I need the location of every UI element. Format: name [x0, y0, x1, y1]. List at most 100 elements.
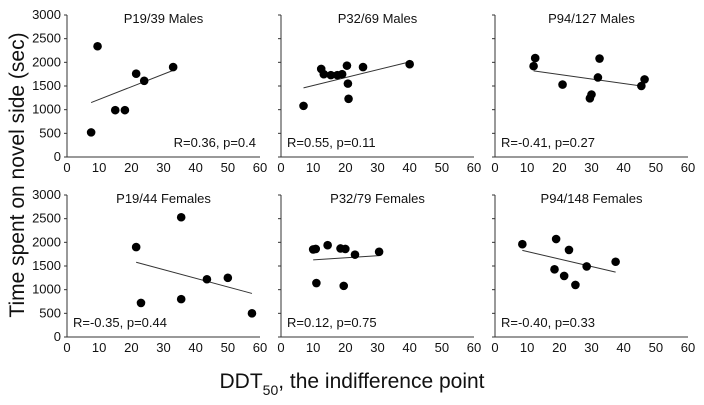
x-tick-label: 60	[467, 340, 481, 355]
panel-title: P19/44 Females	[116, 191, 211, 206]
data-point	[611, 257, 620, 267]
stats-annotation: R=0.55, p=0.11	[287, 135, 376, 150]
data-point	[637, 81, 646, 91]
x-tick-label: 10	[306, 340, 320, 355]
x-tick-label: 30	[156, 160, 170, 175]
y-tick-label: 3000	[32, 7, 61, 22]
scatter-panel-1: 0 500 1000 1500 2000 2500 3000 0 10 20 30 40 50 60 P19…	[32, 7, 267, 175]
scatter-panel-4: 0 500 1000 1500 2000 2500 3000 0 10 20 30 40 50 60 P19…	[32, 187, 267, 355]
data-point	[247, 309, 257, 318]
data-point	[176, 294, 186, 304]
x-tick-label: 60	[253, 340, 267, 355]
x-tick-label: 30	[370, 160, 384, 175]
x-tick-label: 10	[92, 160, 106, 175]
stats-annotation: R=-0.40, p=0.33	[501, 315, 595, 330]
data-point	[595, 54, 604, 63]
data-point	[587, 90, 596, 99]
data-point	[530, 53, 540, 63]
scatter-panel-6: 0 10 20 30 40 50 60 P94/148 Females R=-0.40, p=0…	[491, 191, 695, 355]
data-point	[640, 75, 649, 84]
data-point	[571, 280, 580, 290]
data-point	[343, 79, 353, 88]
data-point	[139, 76, 149, 86]
x-tick-label: 60	[253, 160, 267, 175]
y-tick-label: 500	[39, 125, 61, 140]
regression-line	[303, 61, 410, 89]
x-tick-label: 20	[338, 340, 352, 355]
y-tick-label: 0	[54, 329, 61, 344]
data-point	[323, 240, 332, 250]
data-point	[558, 80, 567, 89]
x-tick-label: 0	[277, 160, 284, 175]
data-point	[337, 69, 347, 79]
data-point	[326, 70, 336, 80]
stats-annotation: R=0.12, p=0.75	[287, 315, 377, 330]
data-point	[339, 281, 349, 291]
panel-title: P32/69 Males	[338, 11, 418, 26]
x-tick-label: 30	[156, 340, 170, 355]
data-point	[86, 128, 96, 137]
y-tick-label: 0	[54, 149, 61, 164]
y-axis-label: Time spent on novel side (sec)	[6, 32, 29, 317]
x-tick-label: 10	[520, 160, 534, 175]
x-axis-label-sub: 50	[263, 382, 279, 398]
x-tick-label: 30	[370, 340, 384, 355]
data-point	[559, 271, 569, 281]
x-tick-label: 0	[491, 160, 498, 175]
x-tick-label: 60	[467, 160, 481, 175]
x-tick-label: 20	[552, 340, 566, 355]
x-axis-label: DDT50, the indifference point	[219, 370, 484, 398]
y-tick-label: 1500	[32, 258, 61, 273]
stats-annotation: R=-0.35, p=0.44	[73, 315, 167, 330]
y-tick-label: 1500	[32, 78, 61, 93]
x-tick-label: 0	[491, 340, 498, 355]
x-tick-label: 40	[188, 160, 202, 175]
data-point	[518, 239, 527, 249]
y-tick-label: 2500	[32, 211, 61, 226]
data-point	[593, 73, 603, 82]
scatter-panel-5: 0 10 20 30 40 50 60 P32/79 Females R=0.12, p=0.7…	[277, 191, 481, 355]
y-tick-label: 3000	[32, 187, 61, 202]
data-point	[202, 274, 212, 284]
data-point	[350, 250, 360, 259]
x-tick-label: 20	[338, 160, 352, 175]
y-tick-label: 2000	[32, 234, 61, 249]
x-tick-label: 30	[584, 160, 598, 175]
data-point	[529, 61, 538, 71]
data-point	[223, 273, 233, 283]
regression-line	[522, 249, 616, 273]
x-tick-label: 50	[435, 160, 449, 175]
x-tick-label: 40	[402, 160, 416, 175]
x-tick-label: 10	[306, 160, 320, 175]
y-tick-label: 1000	[32, 102, 61, 117]
data-point	[311, 244, 321, 254]
data-point	[374, 247, 384, 257]
x-tick-label: 50	[649, 340, 663, 355]
data-point	[319, 69, 329, 79]
data-point	[344, 94, 353, 104]
regression-line	[533, 70, 642, 87]
x-tick-label: 50	[221, 160, 235, 175]
x-tick-label: 20	[124, 160, 138, 175]
stats-annotation: R=-0.41, p=0.27	[501, 135, 595, 150]
data-point	[341, 244, 350, 254]
y-tick-label: 2000	[32, 54, 61, 69]
data-point	[136, 298, 146, 308]
x-tick-label: 60	[681, 340, 695, 355]
x-tick-label: 30	[584, 340, 598, 355]
x-tick-label: 40	[188, 340, 202, 355]
x-tick-label: 40	[616, 340, 630, 355]
regression-line	[313, 255, 380, 261]
x-tick-label: 20	[124, 340, 138, 355]
x-tick-label: 0	[277, 340, 284, 355]
x-tick-label: 60	[681, 160, 695, 175]
scatter-panel-3: 0 10 20 30 40 50 60 P94/127 Males R=-0.41, p=0.2…	[491, 11, 695, 175]
data-point	[550, 265, 559, 274]
x-tick-label: 40	[402, 340, 416, 355]
x-tick-label: 40	[616, 160, 630, 175]
x-tick-label: 10	[92, 340, 106, 355]
x-axis-label-main: DDT	[219, 370, 262, 393]
data-point	[405, 59, 414, 69]
y-tick-label: 500	[39, 305, 61, 320]
panel-title: P19/39 Males	[124, 11, 204, 26]
